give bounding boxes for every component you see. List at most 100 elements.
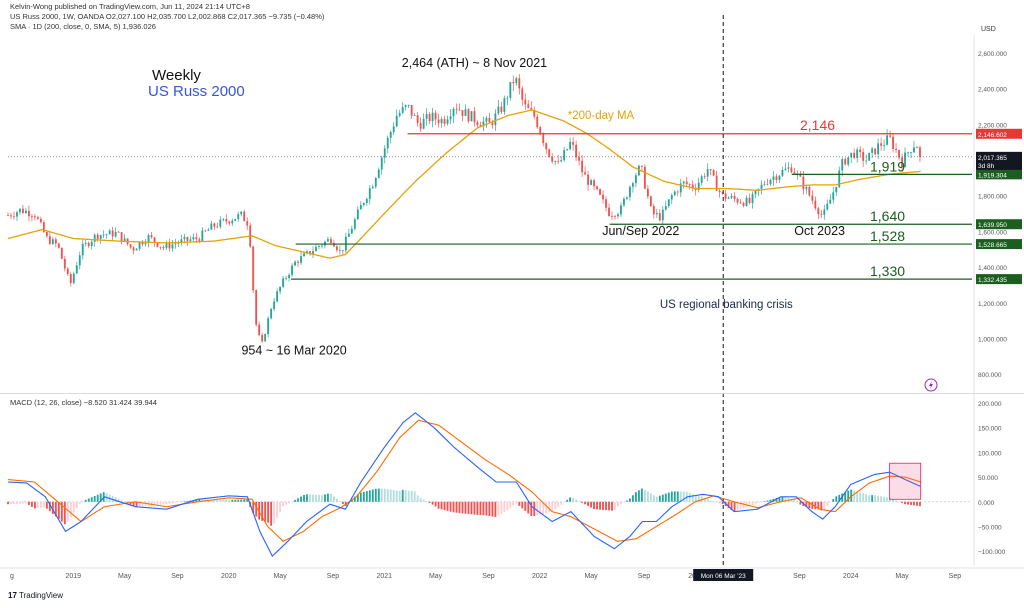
candle-body[interactable] <box>117 231 120 233</box>
candle-body[interactable] <box>569 141 572 150</box>
candle-body[interactable] <box>380 157 383 170</box>
candle-body[interactable] <box>470 111 473 122</box>
candle-body[interactable] <box>201 230 204 241</box>
candle-body[interactable] <box>721 192 724 194</box>
candle-body[interactable] <box>72 273 75 283</box>
candle-body[interactable] <box>252 246 255 291</box>
candle-body[interactable] <box>844 159 847 165</box>
candle-body[interactable] <box>270 308 273 319</box>
candle-body[interactable] <box>634 175 637 184</box>
candle-body[interactable] <box>93 234 96 242</box>
candle-body[interactable] <box>180 239 183 243</box>
candle-body[interactable] <box>338 250 341 251</box>
candle-body[interactable] <box>643 166 646 189</box>
candle-body[interactable] <box>36 217 39 219</box>
candle-body[interactable] <box>327 239 329 242</box>
candle-body[interactable] <box>646 188 649 197</box>
candle-body[interactable] <box>563 150 566 161</box>
candle-body[interactable] <box>362 203 365 205</box>
candle-body[interactable] <box>213 223 216 227</box>
candle-body[interactable] <box>524 99 527 105</box>
candle-body[interactable] <box>141 242 144 245</box>
candle-body[interactable] <box>706 169 709 177</box>
candle-body[interactable] <box>410 105 413 116</box>
candle-body[interactable] <box>745 197 748 206</box>
candle-body[interactable] <box>829 199 832 204</box>
candle-body[interactable] <box>913 147 915 153</box>
candle-body[interactable] <box>234 218 237 221</box>
candle-body[interactable] <box>425 114 428 119</box>
candle-body[interactable] <box>500 106 503 112</box>
candle-body[interactable] <box>309 251 311 255</box>
macd-line[interactable] <box>7 412 921 558</box>
candle-body[interactable] <box>102 234 105 236</box>
candle-body[interactable] <box>186 236 189 241</box>
candle-body[interactable] <box>294 261 296 266</box>
candle-body[interactable] <box>802 176 805 190</box>
candle-body[interactable] <box>772 176 775 180</box>
candle-body[interactable] <box>838 170 841 187</box>
candle-body[interactable] <box>883 144 886 146</box>
candle-body[interactable] <box>165 243 168 248</box>
candle-body[interactable] <box>219 219 222 227</box>
candle-body[interactable] <box>455 108 458 110</box>
candle-body[interactable] <box>596 186 598 190</box>
candle-body[interactable] <box>808 187 811 196</box>
candle-body[interactable] <box>685 181 688 185</box>
candle-body[interactable] <box>51 239 54 244</box>
candle-body[interactable] <box>700 176 703 183</box>
candle-body[interactable] <box>192 237 195 240</box>
candle-body[interactable] <box>790 167 793 173</box>
candle-body[interactable] <box>461 110 464 116</box>
candle-body[interactable] <box>817 208 820 215</box>
candle-body[interactable] <box>449 116 452 120</box>
candle-body[interactable] <box>267 318 270 335</box>
candle-body[interactable] <box>874 148 877 155</box>
candle-body[interactable] <box>356 209 359 220</box>
candle-body[interactable] <box>371 186 374 189</box>
candle-body[interactable] <box>593 180 595 187</box>
candle-body[interactable] <box>521 88 524 100</box>
candle-body[interactable] <box>78 255 81 266</box>
candle-body[interactable] <box>877 143 880 155</box>
candle-body[interactable] <box>748 197 751 203</box>
candle-body[interactable] <box>431 112 434 122</box>
candle-body[interactable] <box>919 147 921 157</box>
candle-body[interactable] <box>261 335 264 342</box>
candle-body[interactable] <box>805 187 808 190</box>
candle-body[interactable] <box>30 216 33 218</box>
candle-body[interactable] <box>7 215 9 217</box>
candle-body[interactable] <box>443 119 446 124</box>
candle-body[interactable] <box>365 198 368 204</box>
candle-body[interactable] <box>198 239 201 241</box>
candle-body[interactable] <box>476 122 479 126</box>
candle-body[interactable] <box>132 247 135 251</box>
candle-body[interactable] <box>560 160 563 162</box>
candle-body[interactable] <box>697 182 700 191</box>
candle-body[interactable] <box>10 215 12 217</box>
candle-body[interactable] <box>413 115 416 117</box>
candle-body[interactable] <box>84 242 87 244</box>
candle-body[interactable] <box>760 184 763 189</box>
candle-body[interactable] <box>587 174 590 185</box>
candle-body[interactable] <box>303 253 305 257</box>
candle-body[interactable] <box>288 274 290 278</box>
candle-body[interactable] <box>135 248 138 251</box>
macd-signal-line[interactable] <box>7 419 921 542</box>
candle-body[interactable] <box>416 115 419 123</box>
candle-body[interactable] <box>614 216 616 217</box>
candle-body[interactable] <box>19 208 21 213</box>
candle-body[interactable] <box>458 109 461 111</box>
candle-body[interactable] <box>377 169 380 178</box>
candle-body[interactable] <box>240 211 243 215</box>
candle-body[interactable] <box>210 223 213 230</box>
candle-body[interactable] <box>485 117 488 122</box>
candle-body[interactable] <box>536 116 539 128</box>
candle-body[interactable] <box>578 157 581 161</box>
candle-body[interactable] <box>718 190 721 193</box>
candle-body[interactable] <box>832 192 835 200</box>
candle-body[interactable] <box>159 246 162 248</box>
candle-body[interactable] <box>539 127 542 135</box>
candle-body[interactable] <box>111 230 114 237</box>
candle-body[interactable] <box>69 274 72 283</box>
